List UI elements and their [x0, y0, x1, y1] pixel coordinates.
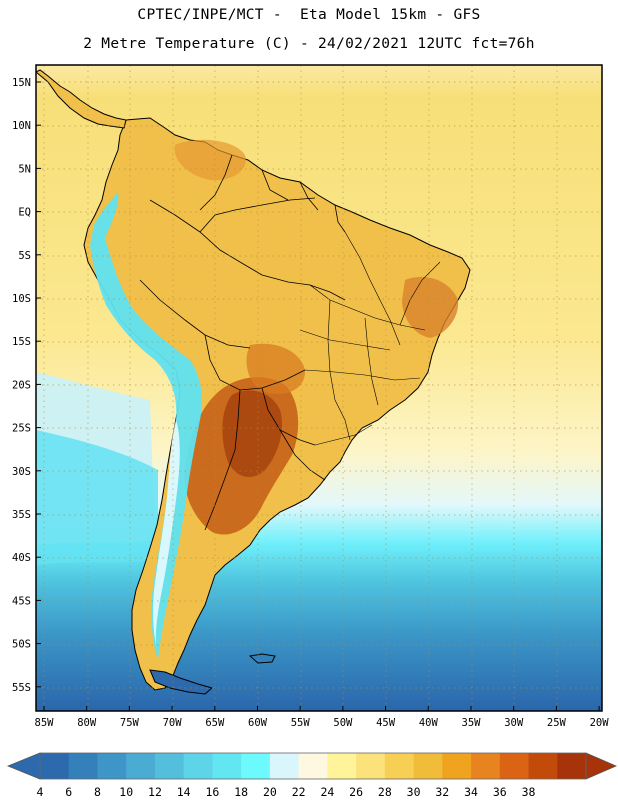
- colorbar-swatch: [413, 753, 443, 779]
- state-borders: [299, 231, 441, 446]
- colorbar-swatch: [126, 753, 156, 779]
- colorbar-label: 34: [464, 785, 478, 799]
- lat-tick-label: 10S: [12, 293, 31, 305]
- lon-tick-label: 65W: [205, 717, 225, 729]
- lon-tick-label: 75W: [120, 717, 140, 729]
- pacific-cyan-water: [36, 430, 158, 565]
- colorbar-swatch: [241, 753, 271, 779]
- country-borders: [139, 154, 346, 531]
- colorbar-swatch: [212, 753, 242, 779]
- lat-tick-label: 20S: [12, 379, 31, 391]
- lon-tick-label: 60W: [248, 717, 268, 729]
- colorbar-label: 16: [205, 785, 219, 799]
- colorbar-label: 6: [65, 785, 72, 799]
- map-frame: [35, 64, 603, 712]
- lon-tick-label: 25W: [547, 717, 567, 729]
- colorbar-swatch: [97, 753, 127, 779]
- colorbar-label: 10: [119, 785, 133, 799]
- colorbar-label: 12: [148, 785, 162, 799]
- colorbar-label: 36: [493, 785, 507, 799]
- longitude-axis: 85W 80W 75W 70W 65W 60W 55W 50W 45W 40W 35W 30W 25W 2…: [35, 706, 610, 729]
- colorbar-swatch: [384, 753, 414, 779]
- colorbar-label: 22: [292, 785, 306, 799]
- lon-tick-label: 35W: [462, 717, 482, 729]
- colorbar-label: 20: [263, 785, 277, 799]
- lon-tick-label: 70W: [163, 717, 183, 729]
- colorbar-swatch: [154, 753, 184, 779]
- colorbar-swatch: [356, 753, 386, 779]
- lon-tick-label: 50W: [333, 717, 353, 729]
- map-subtitle: 2 Metre Temperature (C) - 24/02/2021 12U…: [83, 36, 535, 52]
- lat-lon-grid: [36, 65, 602, 711]
- colorbar-label: 32: [435, 785, 449, 799]
- colorbar-frame: [39, 752, 587, 780]
- central-america-landmass: [36, 69, 127, 129]
- colorbar-label: 8: [94, 785, 101, 799]
- lat-tick-label: 35S: [12, 509, 31, 521]
- colorbar-swatch: [327, 753, 357, 779]
- colorbar-swatch: [557, 753, 587, 779]
- andes-cold-strip: [90, 192, 202, 660]
- lon-tick-label: 85W: [35, 717, 55, 729]
- lat-tick-label: 15N: [12, 77, 31, 89]
- colorbar-label: 14: [177, 785, 191, 799]
- colorbar-swatch: [298, 753, 328, 779]
- lat-tick-label: EQ: [18, 207, 31, 219]
- map-title: CPTEC/INPE/MCT - Eta Model 15km - GFS: [137, 7, 481, 23]
- colorbar-label: 38: [522, 785, 536, 799]
- colorbar-swatch: [40, 753, 70, 779]
- lon-tick-label: 80W: [77, 717, 97, 729]
- colorbar-label: 30: [407, 785, 421, 799]
- hot-zone-north: [174, 139, 246, 181]
- colorbar-swatch: [68, 753, 98, 779]
- falkland-islands: [248, 653, 276, 664]
- colorbar-swatch: [442, 753, 472, 779]
- colorbar-label: 18: [234, 785, 248, 799]
- colorbar-label: 28: [378, 785, 392, 799]
- lat-tick-label: 40S: [12, 552, 31, 564]
- lon-tick-label: 40W: [419, 717, 439, 729]
- hottest-zone-chaco: [222, 390, 283, 477]
- colorbar-label: 26: [349, 785, 363, 799]
- colorbar: 4 6 8 10 12 14 16 18 20 22 24 26 28 30 32 34 36 38: [6, 752, 618, 799]
- lat-tick-label: 45S: [12, 595, 31, 607]
- colorbar-arrow-left: [6, 752, 41, 780]
- lon-tick-label: 55W: [291, 717, 311, 729]
- colorbar-label: 24: [320, 785, 334, 799]
- colorbar-swatch: [183, 753, 213, 779]
- colorbar-arrow-right: [585, 752, 618, 780]
- hot-zone-mato-grosso: [246, 343, 306, 394]
- colorbar-swatch: [269, 753, 299, 779]
- lat-tick-label: 10N: [12, 120, 31, 132]
- latitude-axis: 15N 10N 5N EQ 5S 10S 15S 20S 25S 30S 35S 40S 45S 50S 5…: [12, 77, 41, 694]
- lat-tick-label: 5N: [18, 163, 31, 175]
- colorbar-swatch: [528, 753, 558, 779]
- lon-tick-label: 30W: [504, 717, 524, 729]
- hot-zone-northeast: [402, 276, 459, 338]
- lat-tick-label: 55S: [12, 682, 31, 694]
- lat-tick-label: 50S: [12, 639, 31, 651]
- lat-tick-label: 5S: [18, 250, 31, 262]
- colorbar-swatch: [471, 753, 501, 779]
- lon-tick-label: 20W: [590, 717, 610, 729]
- lat-tick-label: 25S: [12, 423, 31, 435]
- andes-white-snow: [153, 420, 180, 645]
- lon-tick-label: 45W: [376, 717, 396, 729]
- lat-tick-label: 15S: [12, 336, 31, 348]
- lat-tick-label: 30S: [12, 466, 31, 478]
- colorbar-label: 4: [37, 785, 44, 799]
- colorbar-swatch: [499, 753, 529, 779]
